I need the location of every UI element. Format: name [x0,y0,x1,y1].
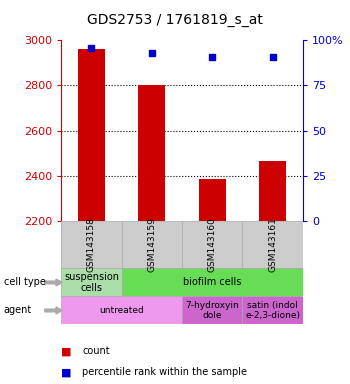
Bar [242,296,303,324]
Text: biofilm cells: biofilm cells [183,278,242,288]
Bar [122,268,303,296]
Bar [78,50,105,221]
Text: percentile rank within the sample: percentile rank within the sample [82,367,247,377]
Text: satin (indol
e-2,3-dione): satin (indol e-2,3-dione) [245,301,300,320]
Text: GDS2753 / 1761819_s_at: GDS2753 / 1761819_s_at [87,13,263,27]
Text: 7-hydroxyin
dole: 7-hydroxyin dole [185,301,239,320]
Text: GSM143158: GSM143158 [87,217,96,272]
Text: ■: ■ [61,346,72,356]
Bar [61,221,122,268]
Text: agent: agent [4,306,32,316]
Bar [61,296,182,324]
Text: cell type: cell type [4,278,46,288]
Text: GSM143160: GSM143160 [208,217,217,272]
Bar [259,161,286,221]
Bar [182,221,242,268]
Bar [138,86,166,221]
Text: count: count [82,346,110,356]
Bar [198,179,226,221]
Text: GSM143159: GSM143159 [147,217,156,272]
Bar [182,296,242,324]
Bar [242,221,303,268]
Bar [122,221,182,268]
Text: untreated: untreated [99,306,144,315]
Bar [61,268,122,296]
Text: GSM143161: GSM143161 [268,217,277,272]
Text: suspension
cells: suspension cells [64,272,119,293]
Text: ■: ■ [61,367,72,377]
